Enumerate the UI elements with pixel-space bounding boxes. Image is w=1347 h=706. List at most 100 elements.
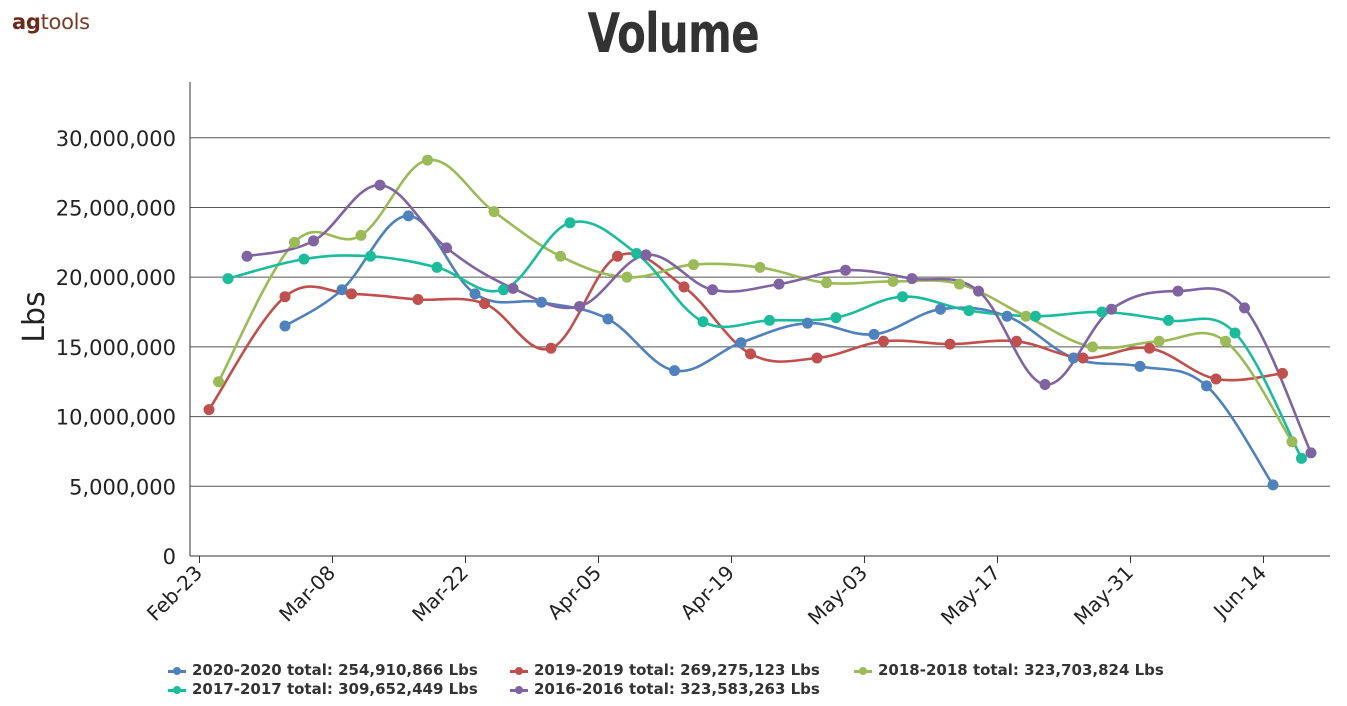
series-line-2018-2018 bbox=[217, 158, 1294, 443]
data-point-2017-2017 bbox=[963, 305, 975, 317]
data-point-2018-2018 bbox=[213, 376, 224, 388]
data-point-2018-2018 bbox=[1286, 436, 1298, 448]
data-point-2016-2016 bbox=[1106, 303, 1117, 315]
data-point-2020-2020 bbox=[802, 317, 813, 329]
data-point-2019-2019 bbox=[545, 342, 557, 354]
data-point-2017-2017 bbox=[631, 247, 642, 259]
x-tick-label: May-03 bbox=[803, 561, 872, 630]
legend-label: 2020-2020 total: 254,910,866 Lbs bbox=[192, 661, 478, 679]
legend-item-2018-2018[interactable]: 2018-2018 total: 323,703,824 Lbs bbox=[854, 661, 1164, 680]
data-point-2019-2019 bbox=[944, 338, 956, 350]
data-point-2017-2017 bbox=[897, 291, 908, 303]
x-tick-label: Jun-14 bbox=[1207, 561, 1271, 625]
data-point-2017-2017 bbox=[222, 273, 234, 285]
data-point-2017-2017 bbox=[298, 253, 310, 265]
data-point-2019-2019 bbox=[1144, 342, 1155, 354]
data-point-2016-2016 bbox=[640, 249, 652, 261]
x-tick-label: Mar-08 bbox=[274, 561, 340, 627]
data-point-2018-2018 bbox=[1153, 335, 1165, 347]
data-point-2017-2017 bbox=[764, 314, 775, 326]
data-point-2016-2016 bbox=[906, 273, 918, 285]
logo-text-tools: tools bbox=[40, 10, 91, 34]
legend-item-2017-2017[interactable]: 2017-2017 total: 309,652,449 Lbs bbox=[168, 680, 478, 699]
data-point-2018-2018 bbox=[688, 259, 699, 271]
data-point-2019-2019 bbox=[1277, 367, 1288, 379]
series-line-2017-2017 bbox=[227, 220, 1303, 460]
legend-marker-icon bbox=[510, 665, 528, 677]
legend-item-2019-2019[interactable]: 2019-2019 total: 269,275,123 Lbs bbox=[510, 661, 820, 680]
data-point-2019-2019 bbox=[346, 288, 357, 300]
data-point-2019-2019 bbox=[1210, 373, 1222, 385]
data-point-2016-2016 bbox=[1239, 302, 1250, 314]
data-point-2017-2017 bbox=[697, 316, 709, 328]
y-tick-label: 0 bbox=[163, 545, 176, 569]
data-point-2020-2020 bbox=[1267, 479, 1279, 491]
volume-line-chart: 0 5,000,000 10,000,000 15,000,000 20,000,000… bbox=[17, 82, 1330, 630]
legend-item-2016-2016[interactable]: 2016-2016 total: 323,583,263 Lbs bbox=[510, 680, 820, 699]
legend-marker-icon bbox=[510, 684, 528, 696]
data-point-2019-2019 bbox=[811, 352, 823, 364]
data-point-2018-2018 bbox=[488, 206, 500, 218]
data-point-2018-2018 bbox=[1087, 341, 1098, 353]
data-point-2016-2016 bbox=[1039, 379, 1051, 391]
data-point-2018-2018 bbox=[754, 261, 766, 273]
data-point-2020-2020 bbox=[336, 284, 348, 296]
data-point-2020-2020 bbox=[602, 313, 614, 325]
series-line-2019-2019 bbox=[207, 252, 1283, 411]
series-line-2016-2016 bbox=[246, 183, 1313, 454]
data-point-2020-2020 bbox=[403, 210, 414, 222]
y-tick-label: 30,000,000 bbox=[56, 127, 176, 151]
data-point-2017-2017 bbox=[1296, 452, 1307, 464]
data-point-2018-2018 bbox=[821, 277, 832, 289]
data-point-2018-2018 bbox=[954, 278, 965, 290]
data-point-2020-2020 bbox=[279, 320, 291, 332]
data-point-2017-2017 bbox=[1030, 310, 1041, 322]
data-point-2017-2017 bbox=[1096, 306, 1108, 318]
data-point-2020-2020 bbox=[536, 296, 547, 308]
x-tick-label: Apr-19 bbox=[675, 561, 739, 625]
data-point-2020-2020 bbox=[1001, 310, 1013, 322]
x-tick-label: Feb-23 bbox=[142, 561, 207, 626]
data-point-2020-2020 bbox=[1134, 360, 1146, 372]
data-point-2019-2019 bbox=[479, 298, 490, 310]
data-point-2017-2017 bbox=[1163, 314, 1174, 326]
data-point-2020-2020 bbox=[469, 288, 481, 300]
data-point-2018-2018 bbox=[289, 236, 300, 248]
data-point-2020-2020 bbox=[868, 328, 880, 340]
data-point-2019-2019 bbox=[203, 404, 215, 416]
data-point-2019-2019 bbox=[745, 348, 756, 360]
data-point-2017-2017 bbox=[498, 284, 509, 296]
data-point-2016-2016 bbox=[773, 278, 785, 290]
y-tick-label: 25,000,000 bbox=[56, 196, 176, 220]
data-point-2018-2018 bbox=[887, 275, 899, 287]
data-point-2016-2016 bbox=[973, 285, 984, 297]
data-point-2018-2018 bbox=[1020, 310, 1032, 322]
data-point-2016-2016 bbox=[374, 179, 386, 191]
data-point-2020-2020 bbox=[1068, 352, 1079, 364]
data-point-2016-2016 bbox=[308, 235, 319, 247]
legend-item-2020-2020[interactable]: 2020-2020 total: 254,910,866 Lbs bbox=[168, 661, 478, 680]
data-point-2016-2016 bbox=[441, 242, 452, 254]
data-point-2019-2019 bbox=[1077, 352, 1089, 364]
y-axis-title: Lbs bbox=[17, 291, 52, 342]
data-point-2020-2020 bbox=[1201, 380, 1212, 392]
x-tick-label: May-31 bbox=[1069, 561, 1138, 630]
data-point-2017-2017 bbox=[830, 312, 842, 324]
y-tick-label: 10,000,000 bbox=[56, 406, 176, 430]
data-point-2019-2019 bbox=[678, 281, 690, 293]
legend-marker-icon bbox=[168, 665, 186, 677]
data-point-2016-2016 bbox=[840, 264, 851, 276]
legend-label: 2017-2017 total: 309,652,449 Lbs bbox=[192, 680, 478, 698]
legend-label: 2018-2018 total: 323,703,824 Lbs bbox=[878, 661, 1164, 679]
data-point-2016-2016 bbox=[1305, 447, 1317, 459]
y-tick-label: 20,000,000 bbox=[56, 266, 176, 290]
data-point-2020-2020 bbox=[935, 303, 946, 315]
data-point-2018-2018 bbox=[1220, 335, 1231, 347]
data-point-2016-2016 bbox=[507, 282, 519, 294]
y-tick-label: 5,000,000 bbox=[69, 475, 176, 499]
data-point-2020-2020 bbox=[735, 337, 747, 349]
data-point-2016-2016 bbox=[241, 250, 253, 262]
data-point-2019-2019 bbox=[878, 335, 889, 347]
x-tick-label: Mar-22 bbox=[407, 561, 473, 627]
data-point-2017-2017 bbox=[431, 261, 443, 273]
